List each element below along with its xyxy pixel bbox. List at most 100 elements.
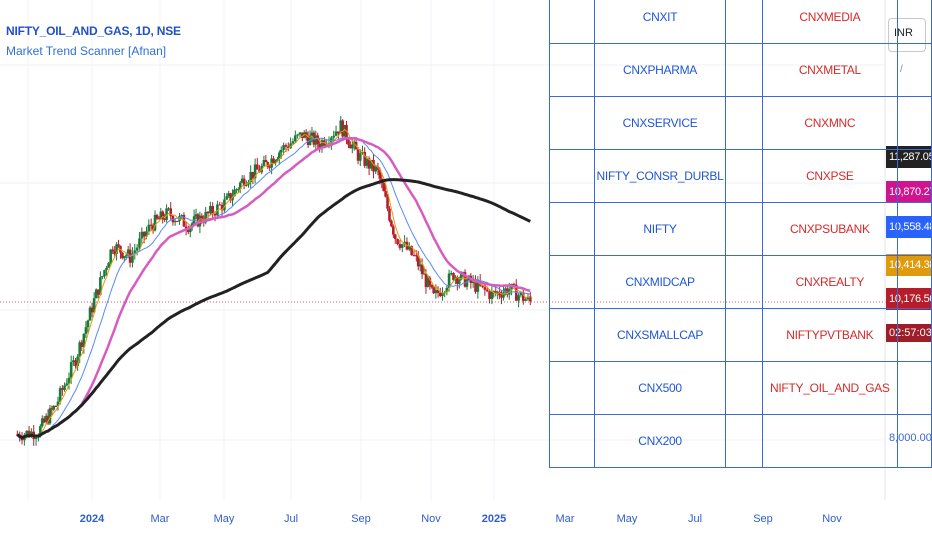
candle-body <box>180 215 184 217</box>
candle-body <box>133 250 137 254</box>
candle-body <box>517 295 520 301</box>
empty-cell <box>548 149 596 203</box>
symbol-title[interactable]: NIFTY_OIL_AND_GAS, 1D, NSE <box>6 24 181 38</box>
candle-body <box>238 182 242 190</box>
scanner-row: NIFTY_CONSR_DURBL CNXPSE <box>548 149 932 203</box>
candle-body <box>502 292 505 298</box>
candle-body <box>422 273 426 275</box>
candle-body <box>392 226 395 235</box>
candle-body <box>432 287 435 294</box>
candle-body <box>142 231 146 237</box>
candle-body <box>471 280 475 284</box>
candle-body <box>109 249 112 264</box>
candle-body <box>268 166 271 168</box>
candle-body <box>256 164 259 170</box>
empty-cell <box>897 0 932 44</box>
empty-cell <box>724 414 763 468</box>
candle-body <box>524 299 527 301</box>
candle-body <box>169 208 173 216</box>
candle-body <box>124 255 128 257</box>
empty-cell <box>548 255 596 309</box>
time-axis-label: 2024 <box>79 513 105 525</box>
empty-cell <box>897 43 932 97</box>
candle-body <box>251 171 255 179</box>
ma-fast-line <box>17 128 531 439</box>
candle-body <box>291 141 295 144</box>
candle-body <box>452 273 455 281</box>
candle-body <box>67 377 71 384</box>
candle-body <box>365 158 369 166</box>
candle-body <box>48 408 52 424</box>
candle-body <box>266 162 270 167</box>
candle-body <box>157 218 161 220</box>
candle-body <box>140 231 144 239</box>
candle-body <box>209 206 212 214</box>
candle-body <box>113 251 116 255</box>
empty-cell <box>897 96 932 150</box>
candle-body <box>204 211 207 223</box>
empty-cell <box>724 255 763 309</box>
candle-body <box>424 273 428 288</box>
scanner-row: CNXSMALLCAP NIFTYPVTBANK <box>548 308 932 362</box>
candle-body <box>521 292 525 301</box>
candle-body <box>105 267 108 271</box>
candle-body <box>167 208 170 210</box>
candle-body <box>428 277 432 285</box>
candle-body <box>496 291 499 294</box>
candle-body <box>289 143 292 149</box>
candle-body <box>178 216 181 222</box>
scanner-row: NIFTY CNXPSUBANK <box>548 202 932 256</box>
candle-body <box>242 178 246 186</box>
candle-body <box>369 159 373 169</box>
candle-body <box>84 327 88 334</box>
bearish-index-cell: NIFTY_OIL_AND_GAS <box>761 361 899 415</box>
candle-body <box>356 149 360 161</box>
candle-body <box>76 356 79 367</box>
candle-body <box>63 385 66 390</box>
candle-body <box>74 360 77 367</box>
candle-body <box>264 159 268 163</box>
candle-body <box>182 215 186 227</box>
indicator-title[interactable]: Market Trend Scanner [Afnan] <box>6 44 167 58</box>
candle-body <box>61 388 64 390</box>
candle-body <box>78 342 82 357</box>
bullish-index-cell: NIFTY_CONSR_DURBL <box>594 149 726 203</box>
candle-body <box>223 199 226 211</box>
candle-body <box>155 214 159 219</box>
empty-cell <box>724 96 763 150</box>
candle-body <box>341 120 344 137</box>
candle-body <box>123 256 126 259</box>
candle-body <box>50 408 54 410</box>
bearish-index-cell: CNXPSE <box>761 149 899 203</box>
candle-body <box>69 362 73 378</box>
bullish-index-cell: CNX500 <box>594 361 726 415</box>
scanner-table: CNXIT CNXMEDIA CNXPHARMA CNXMETAL CNXSERVICE… <box>548 0 932 468</box>
scanner-row: CNX500 NIFTY_OIL_AND_GAS <box>548 361 932 415</box>
scanner-row: CNXMIDCAP CNXREALTY <box>548 255 932 309</box>
empty-cell <box>897 361 932 415</box>
candle-body <box>101 276 104 278</box>
candle-body <box>253 164 257 179</box>
time-axis-label: May <box>213 513 235 525</box>
candle-body <box>231 196 234 201</box>
candle-body <box>367 158 371 169</box>
candle-body <box>426 277 430 288</box>
candle-body <box>88 307 92 321</box>
candle-body <box>485 289 489 292</box>
candle-body <box>456 276 459 284</box>
bearish-index-cell: CNXMETAL <box>761 43 899 97</box>
empty-cell <box>548 308 596 362</box>
candle-body <box>441 292 444 297</box>
candle-body <box>490 291 494 299</box>
candle-body <box>90 307 94 313</box>
candle-body <box>159 211 163 220</box>
candle-body <box>358 153 362 161</box>
candle-body <box>449 273 453 275</box>
candle-body <box>382 183 385 192</box>
empty-cell <box>897 308 932 362</box>
candle-body <box>412 254 416 256</box>
candle-body <box>39 426 42 437</box>
candle-body <box>457 279 461 284</box>
candle-body <box>44 415 48 423</box>
candle-body <box>135 247 139 251</box>
